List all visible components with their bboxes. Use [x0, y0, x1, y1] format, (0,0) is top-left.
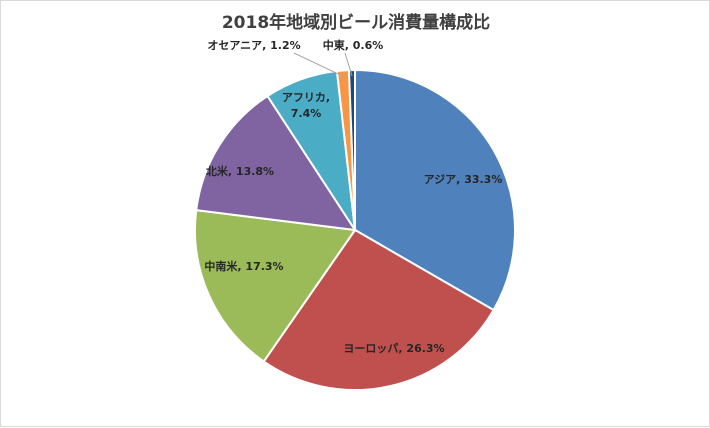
data-label-2: ヨーロッパ, 26.3% [343, 342, 444, 355]
data-label-1: アジア, 33.3% [424, 173, 503, 186]
leader-line-7 [344, 52, 353, 77]
leader-line-6 [293, 52, 344, 77]
data-label-4: 北米, 13.8% [206, 164, 274, 178]
data-label-6: オセアニア, 1.2% [207, 39, 300, 52]
pie-slice-7 [347, 68, 356, 231]
pie-slice-1 [354, 68, 516, 312]
pie-slice-2 [262, 228, 495, 391]
pie-slice-3 [194, 209, 357, 363]
data-label-3: 中南米, 17.3% [204, 259, 283, 273]
data-label-7: 中東, 0.6% [323, 38, 384, 52]
data-label-5: アフリカ, 7.4% [282, 91, 330, 120]
pie-slice-4 [195, 94, 358, 232]
chart-title: 2018年地域別ビール消費量構成比 [221, 13, 491, 33]
